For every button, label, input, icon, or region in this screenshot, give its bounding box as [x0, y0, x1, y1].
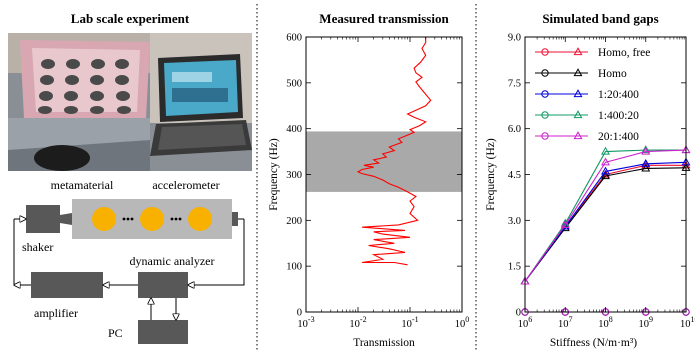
y-axis-label: Frequency (Hz): [268, 138, 280, 211]
accelerometer-sensor: [232, 212, 238, 226]
amplifier-box: [31, 272, 103, 298]
x-tick-label: 107: [558, 315, 573, 330]
chart-title: Measured transmission: [319, 11, 449, 26]
legend-circle-marker: [541, 111, 549, 119]
measured-transmission-chart: Measured transmission 10-3 10-2 10-1 100 0 100…: [268, 11, 469, 349]
transmission-line: [356, 37, 432, 266]
series-upper-line: [524, 161, 687, 282]
signal-wires: [14, 219, 245, 320]
y-tick-label: 4.5: [508, 170, 521, 181]
experiment-panel: Lab scale experiment: [8, 11, 252, 344]
legend-triangle-marker: [573, 68, 583, 77]
x-tick-label: 108: [598, 315, 613, 330]
resonator-holes: [38, 59, 131, 114]
y-tick-label: 600: [286, 33, 302, 44]
experiment-title: Lab scale experiment: [71, 11, 190, 26]
y-axis-label: Frequency (Hz): [485, 138, 497, 211]
pc-label: PC: [108, 326, 123, 340]
accelerometer-label: accelerometer: [152, 178, 219, 192]
upper-bound-marker: [601, 146, 610, 155]
series-upper-line: [524, 164, 686, 282]
x-tick-label: 10-1: [401, 315, 418, 330]
y-tick-label: 400: [286, 124, 302, 135]
legend-circle-marker: [541, 132, 549, 140]
dynamic-analyzer-label: dynamic analyzer: [130, 254, 215, 268]
y-tick-label: 100: [286, 262, 302, 273]
y-tick-label: 0: [516, 308, 521, 319]
resonator-mass: [188, 207, 212, 231]
legend-circle-marker: [541, 69, 549, 77]
pc-box: [138, 320, 188, 344]
y-tick-label: 300: [286, 170, 302, 181]
metamaterial-label: metamaterial: [51, 178, 114, 192]
series-upper-line: [524, 167, 687, 282]
y-tick-label: 9.0: [508, 33, 521, 44]
laptop-photo: [150, 54, 252, 156]
legend-entry: Homo: [598, 68, 627, 80]
schematic: metamaterial accelerometer shaker dynami…: [14, 178, 245, 344]
x-axis-label: Transmission: [353, 337, 415, 349]
upper-bound-marker: [560, 220, 570, 229]
x-tick-label: 10-3: [297, 315, 314, 330]
legend-entry: 1:20:400: [598, 89, 639, 101]
x-tick-label: 109: [639, 315, 654, 330]
amplifier-label: amplifier: [34, 306, 78, 320]
series-upper-line: [524, 149, 687, 282]
upper-bound-marker: [601, 171, 610, 180]
y-tick-label: 0: [297, 308, 302, 319]
upper-bound-marker: [641, 163, 651, 172]
shaker-label: shaker: [22, 240, 53, 254]
legend-triangle-marker: [573, 89, 583, 98]
upper-bound-marker: [641, 146, 651, 155]
y-tick-label: 1.5: [508, 262, 521, 273]
shaker-photo: [34, 145, 90, 171]
x-axis-label: Stiffness (N/m·m³): [550, 337, 637, 349]
legend-circle-marker: [541, 48, 549, 56]
chart-title: Simulated band gaps: [542, 11, 658, 26]
legend-entry: Homo, free: [598, 47, 650, 59]
shaker-tip: [60, 213, 72, 225]
resonator-mass: [92, 207, 116, 231]
legend-triangle-marker: [573, 131, 583, 140]
ellipsis-dots: [122, 217, 182, 221]
shaker-box: [26, 205, 60, 233]
y-tick-label: 6.0: [508, 124, 521, 135]
x-tick-label: 100: [455, 315, 470, 330]
upper-bound-marker: [601, 157, 610, 166]
legend: Homo, free Homo 1:20:400 1:400:20 20:1:400: [535, 47, 650, 143]
series-upper-line: [524, 149, 686, 282]
legend-entry: 20:1:400: [598, 131, 639, 143]
legend-circle-marker: [541, 90, 549, 98]
x-tick-label: 106: [518, 315, 533, 330]
legend-triangle-marker: [573, 110, 583, 119]
legend-triangle-marker: [573, 47, 583, 56]
legend-entry: 1:400:20: [598, 110, 639, 122]
x-tick-label: 10-2: [349, 315, 366, 330]
y-tick-label: 500: [286, 78, 302, 89]
dynamic-analyzer-box: [138, 272, 188, 298]
experiment-photo: [8, 33, 252, 171]
resonator-mass: [140, 207, 164, 231]
y-tick-label: 7.5: [508, 78, 521, 89]
band-gap-region: [306, 131, 462, 192]
y-tick-label: 200: [286, 216, 302, 227]
y-tick-label: 3.0: [508, 216, 521, 227]
upper-bound-marker: [641, 158, 651, 167]
upper-bound-marker: [601, 166, 610, 175]
upper-bound-marker: [641, 145, 651, 154]
